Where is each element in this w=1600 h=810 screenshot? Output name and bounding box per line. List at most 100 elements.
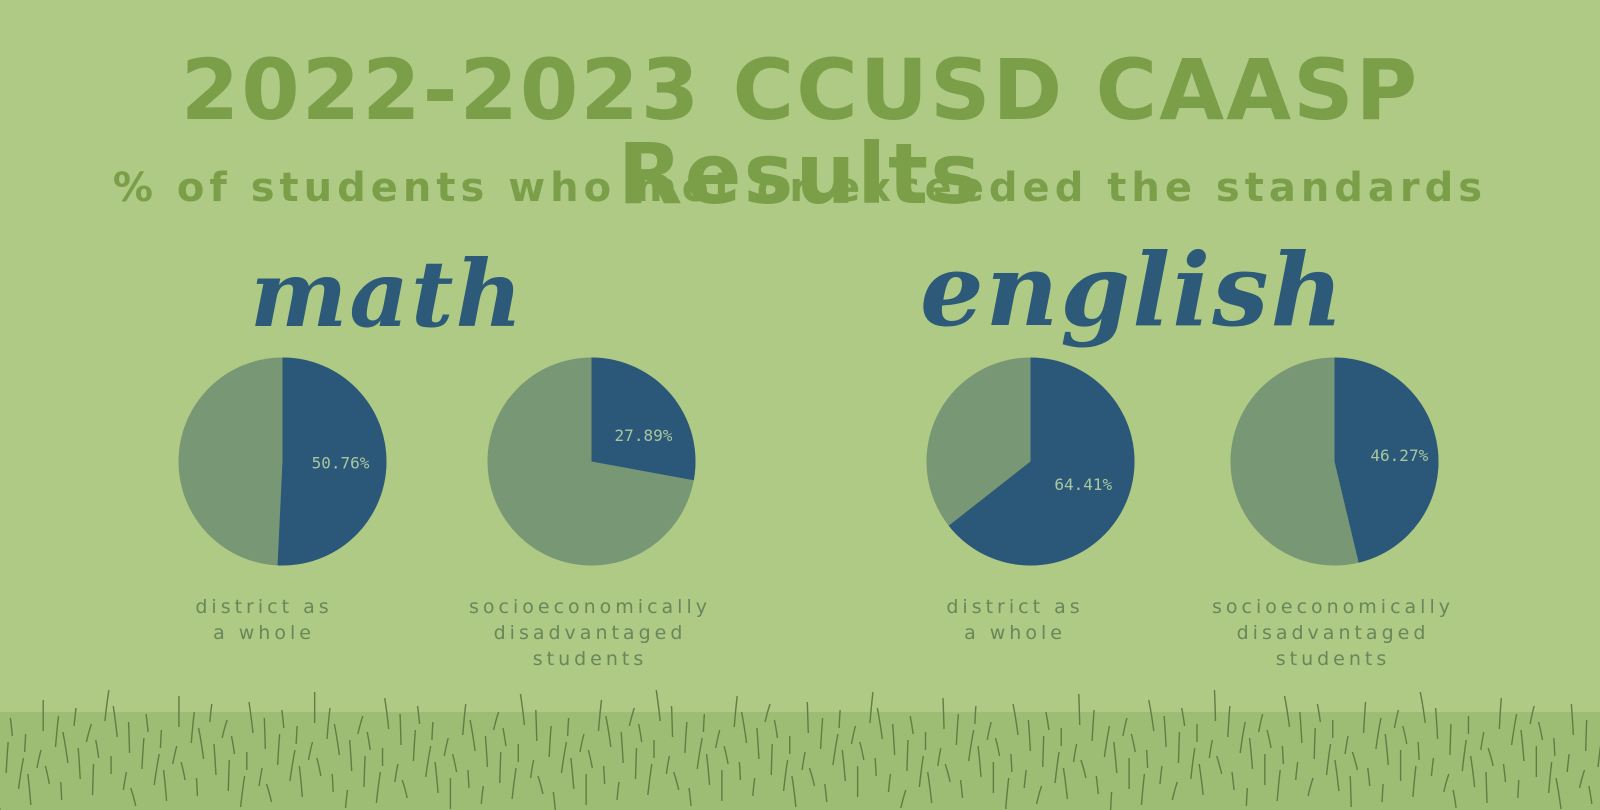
- grass-blade: [54, 715, 60, 748]
- grass-blade: [425, 745, 432, 778]
- grass-blade: [384, 697, 390, 730]
- grass-blade: [537, 775, 544, 795]
- grass-blade: [9, 717, 14, 737]
- grass-blade: [570, 757, 575, 790]
- grass-blade: [172, 745, 178, 765]
- grass-blade: [462, 703, 467, 736]
- grass-blade: [375, 771, 382, 804]
- grass-blade: [955, 713, 960, 746]
- grass-blade: [180, 761, 186, 781]
- grass-blade: [195, 777, 199, 797]
- grass-blade: [1502, 763, 1507, 783]
- english-disadvantaged-label: socioeconomically disadvantaged students: [1212, 596, 1454, 670]
- grass-blade: [602, 765, 606, 785]
- grass-blade: [841, 749, 846, 782]
- grass-blade: [806, 701, 809, 734]
- grass-blade: [740, 711, 748, 744]
- grass-blade: [859, 741, 865, 761]
- grass-blade: [1054, 751, 1060, 784]
- grass-blade: [1419, 691, 1426, 724]
- grass-blade: [281, 709, 285, 729]
- math-heading: math: [250, 240, 525, 348]
- pie-slice-met-or-exceeded: [948, 357, 1135, 566]
- grass-blade: [1245, 787, 1249, 807]
- grass-blade: [1005, 777, 1010, 810]
- math-disadvantaged-label: socioeconomically disadvantaged students: [469, 596, 711, 670]
- grass-blade: [1248, 737, 1254, 770]
- grass-blade: [1313, 727, 1316, 760]
- grass-blade: [1362, 701, 1367, 734]
- grass-blade: [808, 767, 816, 787]
- grass-blade: [1351, 751, 1359, 771]
- grass-blade: [824, 783, 828, 803]
- grass-blade: [1510, 713, 1518, 746]
- grass-blade: [937, 747, 942, 767]
- grass-blade: [344, 789, 349, 809]
- grass-blade: [876, 707, 884, 740]
- grass-blade: [27, 773, 32, 806]
- grass-blade: [738, 761, 742, 781]
- grass-blade: [967, 729, 975, 762]
- grass-blade: [756, 727, 760, 760]
- pie-english-disadvantaged: 46.27%: [1230, 357, 1439, 566]
- pie-math-district: 50.76%: [178, 357, 387, 566]
- grass-blade: [1091, 709, 1095, 742]
- grass-blade: [1045, 711, 1050, 731]
- grass-blade: [1498, 697, 1503, 730]
- grass-blade: [1529, 705, 1535, 725]
- grass-blade: [91, 763, 95, 796]
- grass-blade: [1555, 777, 1562, 810]
- grass-blade: [670, 705, 674, 738]
- grass-blade: [366, 731, 371, 751]
- grass-blade: [1402, 725, 1408, 745]
- grass-blade: [684, 721, 688, 754]
- grass-blade: [1239, 721, 1246, 754]
- grass-blade: [770, 743, 773, 776]
- grass-blade: [1367, 767, 1371, 787]
- grass-blade: [529, 759, 535, 779]
- grass-blade: [1130, 733, 1136, 753]
- grass-blade: [401, 779, 408, 799]
- grass-blade: [17, 757, 25, 790]
- grass-blade: [1113, 741, 1118, 774]
- chart-title: 2022-2023 CCUSD CAASP Results: [180, 41, 1420, 223]
- grass-blade: [1449, 723, 1452, 756]
- grass-blade: [1480, 731, 1485, 751]
- grass-blade: [1227, 705, 1231, 738]
- grass-blade: [519, 693, 526, 726]
- grass-blade: [1452, 789, 1457, 809]
- grass-blade: [605, 715, 612, 748]
- grass-blade: [502, 727, 507, 747]
- grass-blade: [1103, 725, 1111, 758]
- grass-blade: [1584, 719, 1588, 752]
- grass-blade: [348, 739, 353, 772]
- grass-blade: [363, 755, 366, 788]
- grass-blade: [634, 747, 638, 780]
- grass-blade: [480, 785, 484, 805]
- grass-blade: [5, 741, 9, 774]
- grass-blade: [1145, 749, 1149, 769]
- grass-blade: [145, 713, 149, 733]
- grass-blade: [1487, 747, 1494, 767]
- grass-blade: [819, 717, 824, 750]
- grass-blade: [357, 715, 364, 735]
- grass-blade: [227, 759, 230, 792]
- grass-blade: [1140, 773, 1146, 806]
- grass-blade: [265, 783, 273, 803]
- grass-blade: [213, 743, 217, 776]
- grass-blade: [1171, 781, 1178, 801]
- grass-blade: [276, 733, 281, 766]
- grass-blade: [1417, 741, 1420, 761]
- grass-blade: [891, 723, 896, 756]
- grass-blade: [752, 777, 756, 797]
- grass-blade: [331, 773, 334, 793]
- grass-blade: [986, 721, 992, 741]
- grass-blade: [1095, 775, 1099, 795]
- grass-blade: [1588, 785, 1593, 805]
- grass-blade: [1434, 707, 1439, 740]
- grass-blade: [221, 719, 228, 739]
- grass-blade: [153, 753, 160, 786]
- grass-blade: [1570, 703, 1575, 736]
- grass-blade: [230, 735, 236, 755]
- grass-blade: [994, 737, 1001, 757]
